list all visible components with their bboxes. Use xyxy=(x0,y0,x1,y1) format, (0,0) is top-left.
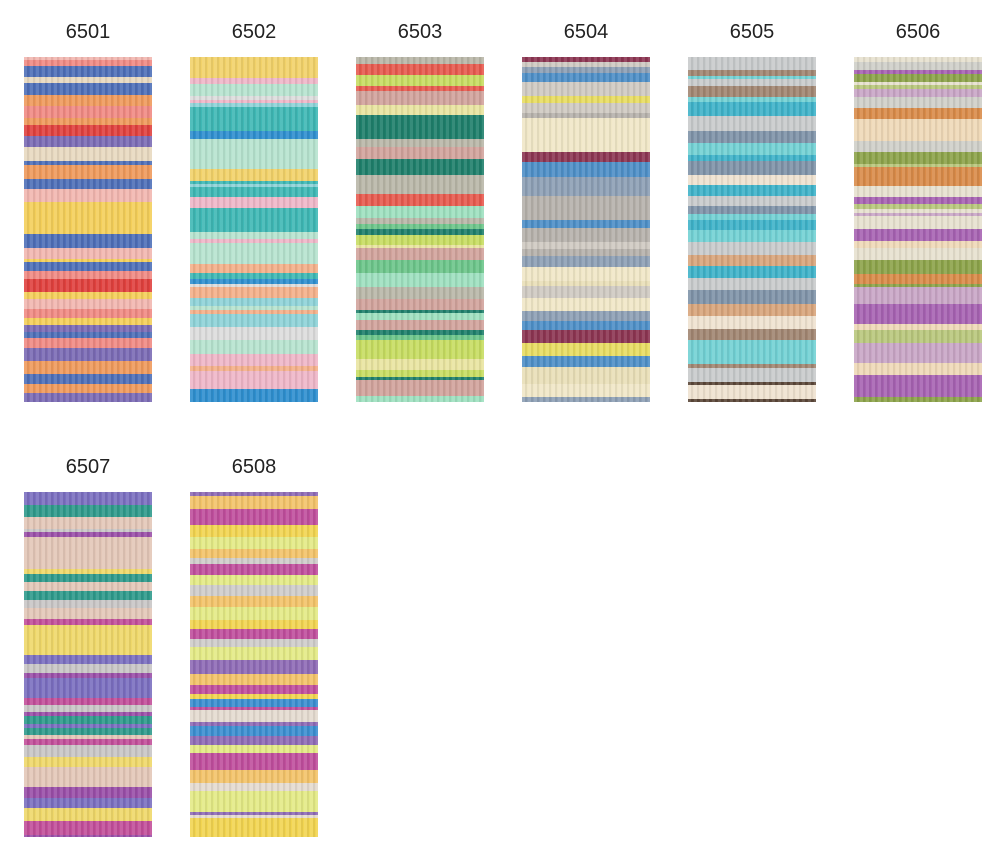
swatch-image[interactable] xyxy=(522,57,650,402)
swatch-card[interactable]: 6502 xyxy=(190,17,318,402)
swatch-image[interactable] xyxy=(688,57,816,402)
swatch-label: 6504 xyxy=(563,21,609,43)
swatch-label: 6506 xyxy=(895,21,941,43)
swatch-card[interactable]: 6501 xyxy=(24,17,152,402)
swatch-image[interactable] xyxy=(190,57,318,402)
swatch-image[interactable] xyxy=(24,492,152,837)
swatch-card[interactable]: 6506 xyxy=(854,17,982,402)
swatch-card[interactable]: 6507 xyxy=(24,452,152,837)
swatch-image[interactable] xyxy=(356,57,484,402)
swatch-label: 6502 xyxy=(231,21,277,43)
swatch-image[interactable] xyxy=(24,57,152,402)
swatch-card[interactable]: 6508 xyxy=(190,452,318,837)
swatch-image[interactable] xyxy=(854,57,982,402)
swatch-image[interactable] xyxy=(190,492,318,837)
swatch-label: 6501 xyxy=(65,21,111,43)
swatch-card[interactable]: 6504 xyxy=(522,17,650,402)
swatch-label: 6507 xyxy=(65,456,111,478)
swatch-card[interactable]: 6505 xyxy=(688,17,816,402)
swatch-label: 6508 xyxy=(231,456,277,478)
swatch-label: 6503 xyxy=(397,21,443,43)
swatch-label: 6505 xyxy=(729,21,775,43)
swatch-card[interactable]: 6503 xyxy=(356,17,484,402)
